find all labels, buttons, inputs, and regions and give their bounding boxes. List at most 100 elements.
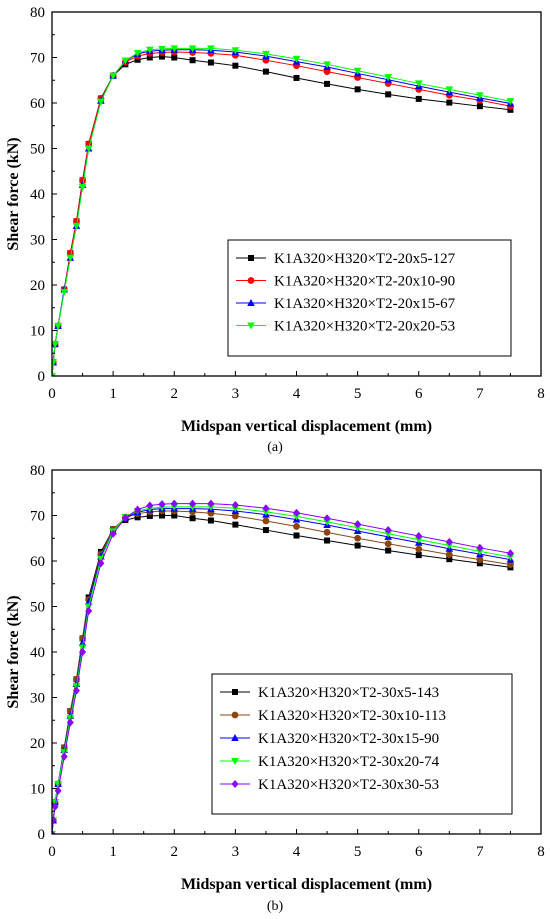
y-tick-label: 40: [30, 645, 45, 661]
panel-label: (a): [267, 440, 283, 455]
series-marker: [60, 749, 69, 757]
series-marker: [262, 50, 270, 58]
legend-marker: [247, 299, 255, 306]
series-marker: [60, 752, 68, 761]
legend-marker: [247, 322, 255, 330]
series-marker: [292, 55, 301, 63]
x-tick-label: 3: [232, 844, 240, 860]
series-marker: [97, 559, 105, 568]
series-marker: [384, 74, 392, 82]
series-marker: [323, 518, 331, 526]
series-marker: [384, 540, 392, 548]
series-marker: [54, 786, 62, 795]
y-axis-label: Shear force (kN): [5, 595, 22, 708]
y-tick-label: 30: [30, 691, 45, 707]
legend-marker: [232, 689, 238, 695]
series-marker: [446, 556, 453, 563]
series-marker: [262, 527, 269, 534]
series-marker: [66, 718, 74, 727]
series-marker: [476, 103, 483, 110]
legend-item: K1A320×H320×T2-30x10-113: [220, 708, 446, 724]
y-tick-label: 50: [30, 142, 45, 158]
series-marker: [476, 556, 484, 564]
x-tick-label: 0: [48, 844, 56, 860]
legend-item: K1A320×H320×T2-20x20-53: [236, 319, 455, 335]
series-marker: [507, 561, 514, 569]
series-marker: [52, 816, 57, 825]
series-marker: [506, 549, 514, 558]
series-marker: [170, 45, 179, 53]
series-marker: [353, 524, 362, 532]
series-line: [52, 506, 511, 834]
y-tick-label: 60: [30, 96, 45, 112]
series-marker: [414, 80, 423, 88]
series-marker: [354, 542, 361, 549]
series-marker: [79, 648, 87, 656]
x-tick-label: 1: [109, 844, 117, 860]
series-marker: [323, 61, 331, 69]
series-marker: [476, 548, 484, 556]
series-marker: [385, 547, 392, 554]
y-tick-label: 70: [30, 509, 45, 525]
x-tick-label: 5: [354, 844, 362, 860]
series-marker: [507, 106, 514, 113]
y-tick-label: 50: [30, 600, 45, 616]
series-marker: [158, 45, 166, 53]
series-marker: [262, 68, 269, 75]
series-marker: [384, 526, 392, 535]
series-marker: [121, 513, 129, 522]
series-marker: [293, 74, 300, 81]
series-marker: [52, 341, 59, 349]
x-tick-label: 5: [354, 386, 362, 402]
y-tick-label: 80: [30, 5, 45, 21]
series-marker: [189, 57, 196, 64]
series-marker: [188, 45, 197, 53]
series-marker: [293, 532, 300, 539]
series-marker: [354, 86, 361, 93]
series-4: [52, 45, 515, 376]
legend-marker: [231, 780, 239, 788]
y-tick-label: 20: [30, 736, 45, 752]
series-marker: [354, 534, 362, 542]
series-marker: [232, 62, 239, 69]
series-marker: [262, 508, 270, 516]
y-tick-label: 70: [30, 51, 45, 67]
series-marker: [52, 802, 59, 811]
series-marker: [189, 499, 197, 508]
series-marker: [84, 145, 93, 153]
series-marker: [232, 521, 239, 528]
series-marker: [445, 551, 453, 559]
series-marker: [66, 254, 75, 262]
series-marker: [207, 45, 215, 53]
series-marker: [476, 560, 483, 567]
series-marker: [189, 515, 196, 522]
legend-label: K1A320×H320×T2-30x10-113: [258, 708, 446, 724]
series-marker: [78, 638, 87, 646]
y-tick-label: 40: [30, 187, 45, 203]
series-2: [52, 507, 514, 834]
x-tick-label: 8: [537, 386, 545, 402]
series-marker: [384, 530, 392, 538]
x-tick-label: 3: [232, 386, 240, 402]
series-marker: [292, 513, 301, 521]
legend-box: [211, 673, 513, 815]
series-marker: [121, 57, 130, 65]
x-tick-label: 2: [171, 844, 179, 860]
series-line: [52, 510, 511, 834]
y-tick-label: 60: [30, 554, 45, 570]
series-marker: [109, 72, 117, 80]
series-marker: [146, 512, 153, 519]
legend: K1A320×H320×T2-20x5-127 K1A320×H320×T2-20…: [227, 239, 512, 357]
series-marker: [52, 830, 56, 834]
series-marker: [354, 520, 362, 529]
series-marker: [78, 644, 87, 652]
legend-label: K1A320×H320×T2-20x20-53: [274, 319, 455, 335]
y-tick-label: 10: [30, 782, 45, 798]
y-tick-label: 10: [30, 324, 45, 340]
series-marker: [134, 56, 141, 63]
legend-item: K1A320×H320×T2-30x30-53: [220, 777, 439, 793]
legend-item: K1A320×H320×T2-30x5-143: [220, 685, 439, 701]
series-marker: [72, 222, 81, 230]
series-marker: [323, 528, 331, 536]
series-marker: [414, 536, 423, 544]
